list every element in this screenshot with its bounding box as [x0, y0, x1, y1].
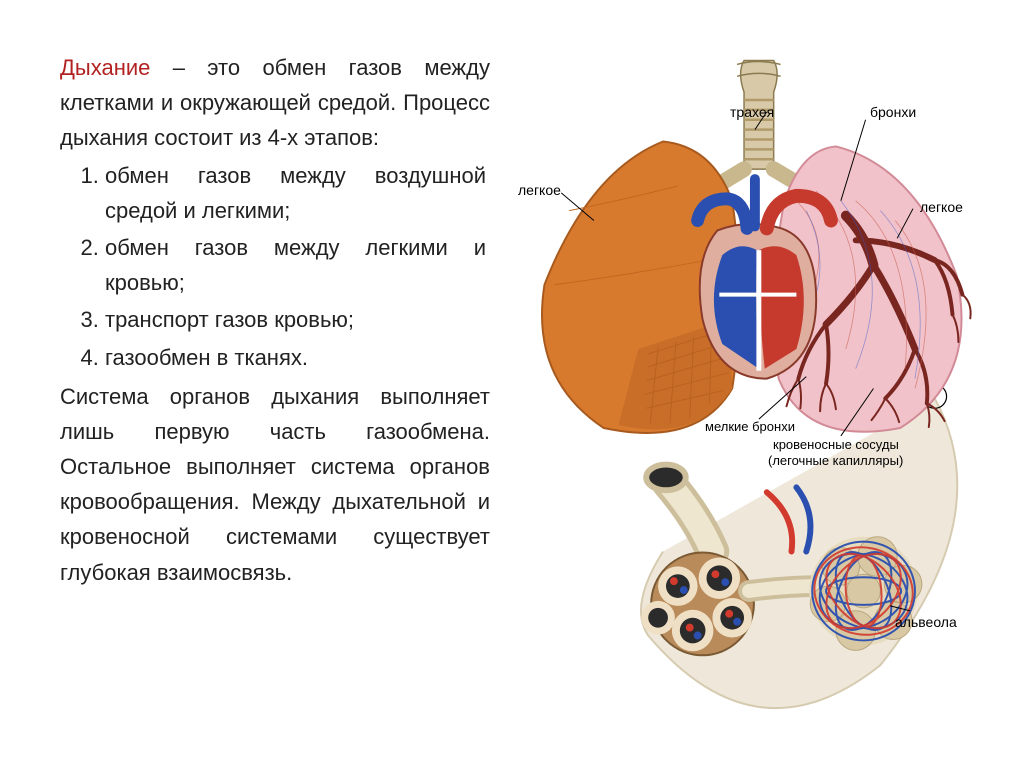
label-vessels-2: (легочные капилляры)	[768, 454, 903, 468]
step-item: обмен газов между воздушной средой и лег…	[105, 158, 490, 228]
label-lung-left: легкое	[518, 183, 561, 198]
label-bronchioles: мелкие бронхи	[705, 420, 795, 434]
step-item: транспорт газов кровью;	[105, 302, 490, 337]
label-alveolus: альвеола	[895, 615, 957, 630]
label-vessels-1: кровеносные сосуды	[773, 438, 899, 452]
label-bronchi: бронхи	[870, 105, 916, 120]
intro-paragraph: Дыхание – это обмен газов между клетками…	[60, 50, 490, 156]
step-item: газообмен в тканях.	[105, 340, 490, 375]
label-lung-right: легкое	[920, 200, 963, 215]
term: Дыхание	[60, 55, 150, 80]
figure-column: трахея бронхи легкое легкое мелкие бронх…	[500, 50, 994, 727]
outro-paragraph: Система органов дыхания выполняет лишь п…	[60, 379, 490, 590]
step-item: обмен газов между легкими и кровью;	[105, 230, 490, 300]
steps-list: обмен газов между воздушной средой и лег…	[60, 158, 490, 375]
respiratory-diagram: трахея бронхи легкое легкое мелкие бронх…	[500, 50, 994, 727]
label-trachea: трахея	[730, 105, 774, 120]
text-column: Дыхание – это обмен газов между клетками…	[60, 50, 490, 727]
